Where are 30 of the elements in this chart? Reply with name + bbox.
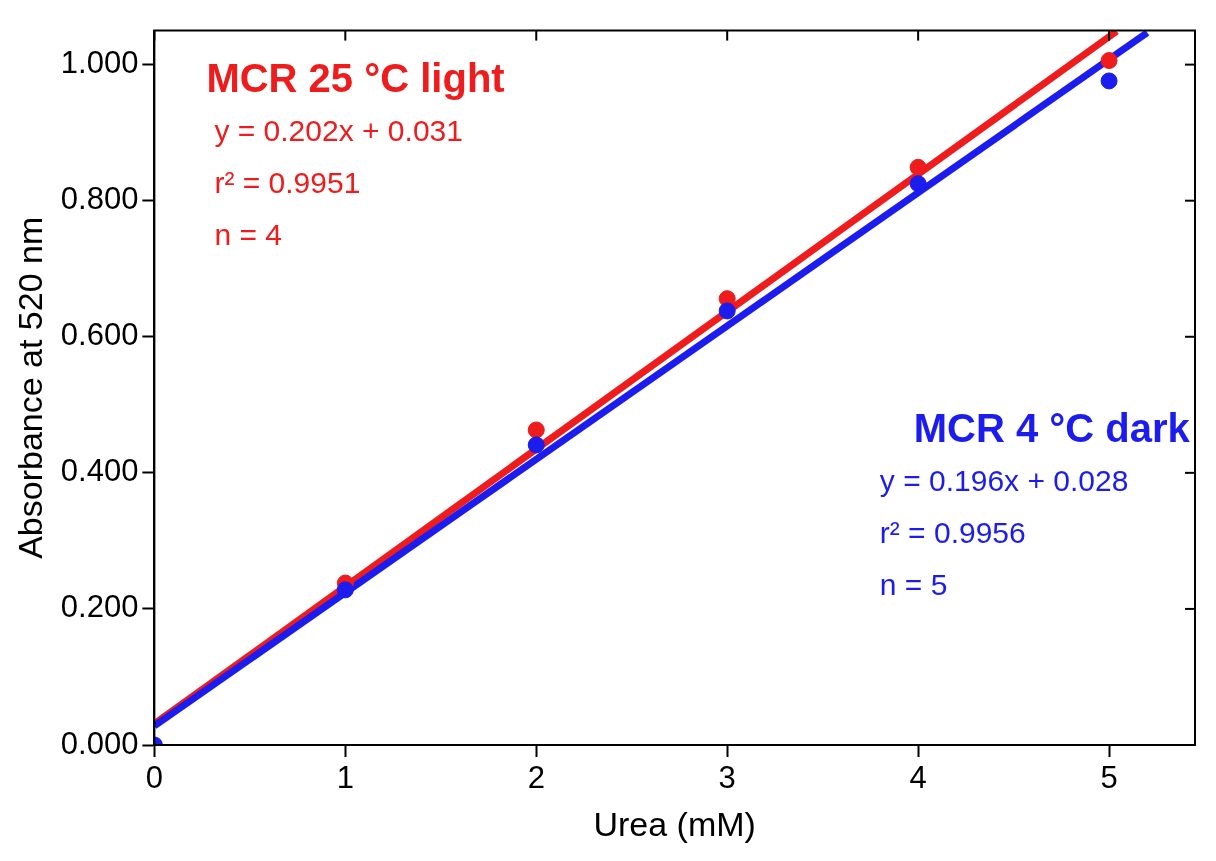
x-tick-label: 2 — [527, 760, 545, 796]
text: MCR 4 °C dark — [913, 405, 1191, 450]
y-tick-label: 0.800 — [60, 181, 139, 217]
x-tick-label: 4 — [909, 760, 927, 796]
y-tick-label: 0.400 — [60, 453, 139, 489]
annotation: n = 5 — [879, 567, 948, 601]
point — [527, 421, 545, 439]
x-tick-label: 1 — [336, 760, 354, 796]
x-tick-label: 3 — [718, 760, 736, 796]
text: MCR 25 °C light — [206, 55, 505, 100]
point — [1100, 52, 1118, 70]
point — [718, 302, 736, 320]
point — [909, 175, 927, 193]
annotation: r² = 0.9951 — [214, 165, 361, 199]
y-tick-label: 0.200 — [60, 589, 139, 625]
point — [1100, 72, 1118, 90]
y-tick-label: 0.000 — [60, 725, 139, 761]
point — [336, 581, 354, 599]
annotation: r² = 0.9956 — [879, 515, 1026, 549]
annotation: n = 4 — [214, 217, 282, 251]
annotation: y = 0.202x + 0.031 — [214, 113, 463, 147]
y-tick-label: 0.600 — [60, 317, 139, 353]
y-tick-label: 1.000 — [60, 45, 139, 81]
x-axis-title: Urea (mM) — [593, 804, 756, 843]
point — [527, 436, 545, 454]
x-tick-label: 0 — [145, 760, 163, 796]
point — [909, 158, 927, 176]
y-axis-title: Absorbance at 520 nm — [10, 216, 49, 559]
x-tick-label: 5 — [1100, 760, 1118, 796]
annotation: y = 0.196x + 0.028 — [879, 463, 1129, 497]
